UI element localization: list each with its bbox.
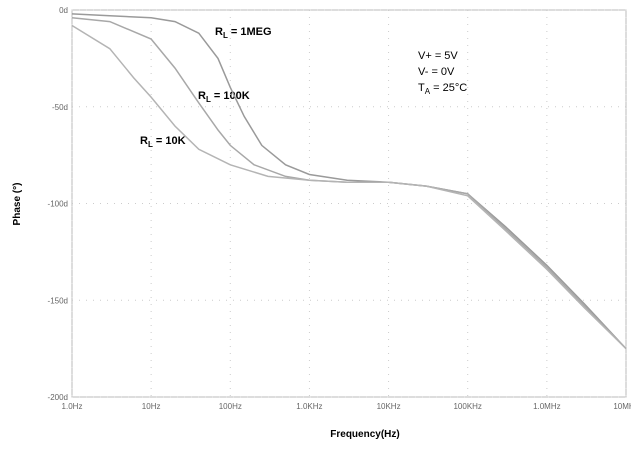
cond-rest: = 25°C [430,82,467,94]
x-tick-label: 1.0Hz [62,402,83,411]
label-rest: = 100K [211,90,250,102]
series-line [71,24,627,350]
label-rest: = 1MEG [228,26,272,38]
y-tick-label: 0d [59,6,68,15]
series-label: RL = 1MEG [215,26,272,40]
y-tick-label: -100d [48,200,68,209]
label-main: R [198,90,206,102]
label-rest: = 10K [153,135,186,147]
series-line [71,16,627,350]
condition: V+ = 5V [418,50,458,62]
label-sub: L [223,31,228,40]
x-tick-label: 100Hz [219,402,242,411]
label-sub: L [206,95,211,104]
y-tick-label: -200d [48,393,68,402]
x-tick-label: 10Hz [142,402,161,411]
y-tick-label: -150d [48,296,68,305]
x-axis-title: Frequency(Hz) [330,429,399,440]
label-sub: L [148,140,153,149]
condition: TA = 25°C [418,82,467,96]
plot-area [71,9,627,398]
label-main: R [215,26,223,38]
label-main: R [140,135,148,147]
x-tick-label: 100KHz [453,402,481,411]
series-label: RL = 10K [140,135,186,149]
x-tick-label: 1.0MHz [533,402,561,411]
y-axis-title: Phase (°) [12,183,23,226]
series-line [71,13,627,350]
cond-main: T [418,82,425,94]
y-tick-label: -50d [52,103,68,112]
series-label: RL = 100K [198,90,250,104]
condition: V- = 0V [418,66,455,78]
x-tick-label: 1.0KHz [296,402,322,411]
cond-sub: A [425,87,431,96]
x-tick-label: 10MHz [613,402,631,411]
x-tick-label: 10KHz [377,402,401,411]
